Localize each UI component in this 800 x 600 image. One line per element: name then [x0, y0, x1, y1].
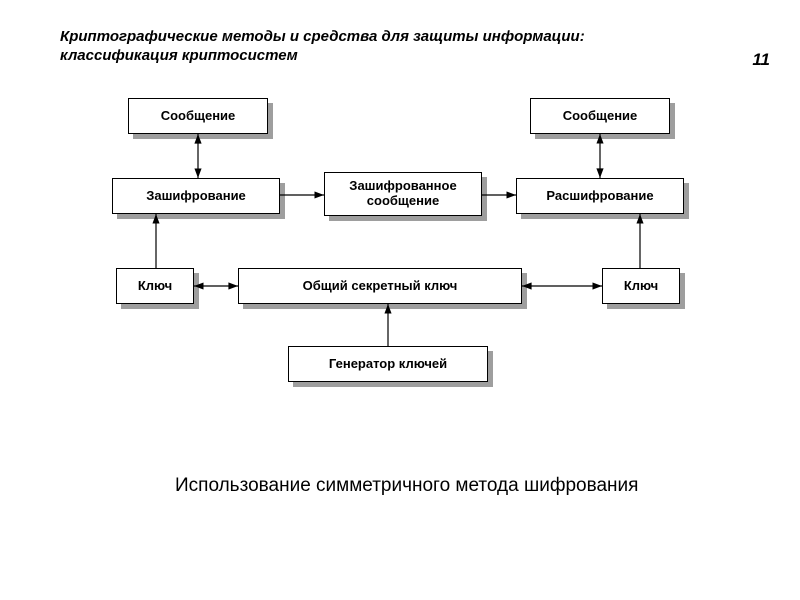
node-msg_in: Сообщение — [128, 98, 268, 134]
node-encrypt: Зашифрование — [112, 178, 280, 214]
node-key_r: Ключ — [602, 268, 680, 304]
node-key_l: Ключ — [116, 268, 194, 304]
node-msg_out: Сообщение — [530, 98, 670, 134]
diagram-caption: Использование симметричного метода шифро… — [175, 475, 638, 497]
node-cipher: Зашифрованноесообщение — [324, 172, 482, 216]
node-shared: Общий секретный ключ — [238, 268, 522, 304]
node-decrypt: Расшифрование — [516, 178, 684, 214]
flowchart: Сообщение Сообщение Зашифрование Зашифрован… — [0, 0, 800, 600]
node-gen: Генератор ключей — [288, 346, 488, 382]
